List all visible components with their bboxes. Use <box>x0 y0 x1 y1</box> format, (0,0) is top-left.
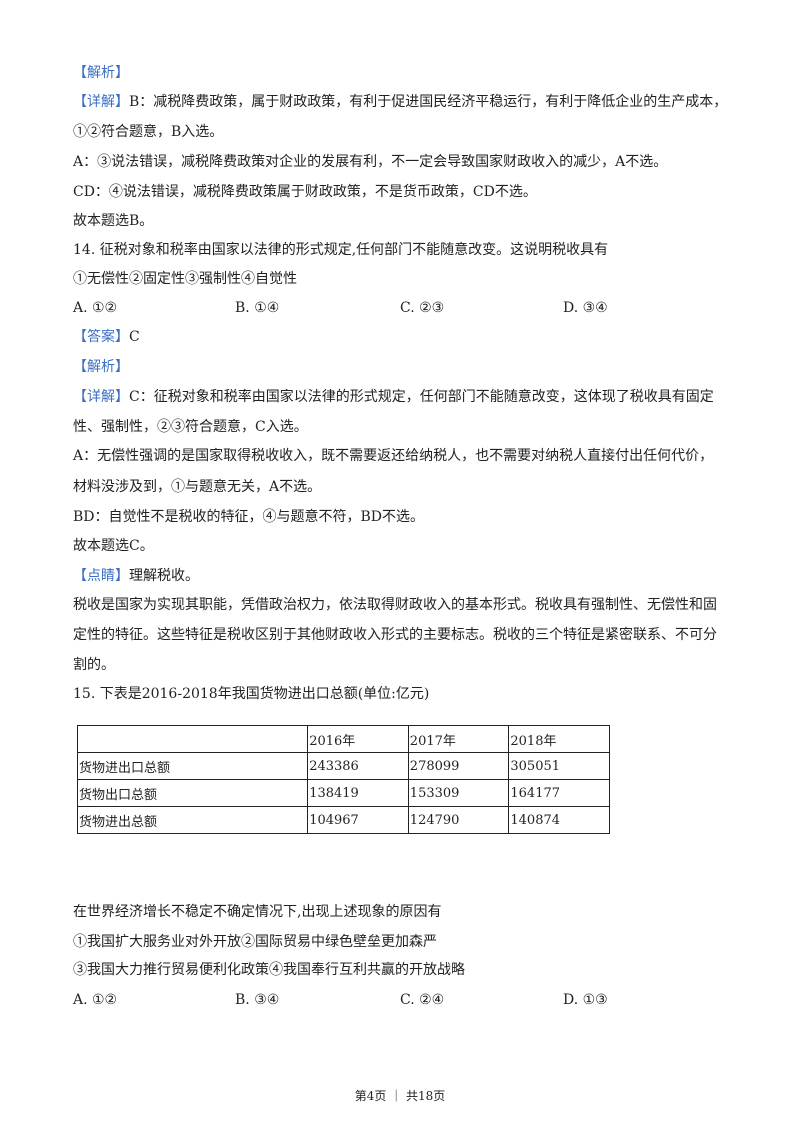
table-cell: 2017年 <box>407 725 510 753</box>
line-text: CD：④说法错误，减税降费政策属于财政政策，不是货币政策，CD不选。 <box>73 184 537 200</box>
line-text: 割的。 <box>73 657 115 673</box>
text-line: 【解析】 <box>73 64 129 82</box>
text-line: 【答案】C <box>73 328 140 346</box>
table-cell: 2018年 <box>508 725 610 753</box>
text-line: 割的。 <box>73 656 115 674</box>
section-label: 【详解】 <box>73 94 129 110</box>
line-text: 税收是国家为实现其职能，凭借政治权力，依法取得财政收入的基本形式。税收具有强制性… <box>73 597 717 613</box>
table-cell: 124790 <box>407 806 510 834</box>
text-line: 15. 下表是2016-2018年我国货物进出口总额(单位:亿元) <box>73 685 429 703</box>
line-text: C：征税对象和税率由国家以法律的形式规定，任何部门不能随意改变，这体现了税收具有… <box>129 389 714 405</box>
table-cell: 138419 <box>307 779 409 807</box>
text-line: 定性的特征。这些特征是税收区别于其他财政收入形式的主要标志。税收的三个特征是紧密… <box>73 626 717 644</box>
option-b: B. ①④ <box>235 300 280 316</box>
table-cell: 140874 <box>508 806 610 834</box>
table-cell: 104967 <box>307 806 409 834</box>
text-line: ③我国大力推行贸易便利化政策④我国奉行互利共赢的开放战略 <box>73 961 465 979</box>
table-cell: 243386 <box>307 752 409 780</box>
section-label: 【答案】 <box>73 329 129 345</box>
text-line: CD：④说法错误，减税降费政策属于财政政策，不是货币政策，CD不选。 <box>73 183 537 201</box>
table-cell: 货物出口总额 <box>76 779 309 807</box>
line-text: ①我国扩大服务业对外开放②国际贸易中绿色壁垒更加森严 <box>73 934 437 950</box>
text-line: 性、强制性，②③符合题意，C入选。 <box>73 418 308 436</box>
line-text: A：③说法错误，减税降费政策对企业的发展有利，不一定会导致国家财政收入的减少，A… <box>73 154 668 170</box>
line-text: 故本题选B。 <box>73 213 154 229</box>
page-footer: 第4页 ｜ 共18页 <box>354 1089 446 1103</box>
line-text: 在世界经济增长不稳定不确定情况下,出现上述现象的原因有 <box>73 904 442 920</box>
trade-table: 2016年 2017年 2018年 货物进出口总额 243386 278099 … <box>76 725 610 834</box>
option-a: A. ①② <box>73 992 118 1008</box>
text-line: A：③说法错误，减税降费政策对企业的发展有利，不一定会导致国家财政收入的减少，A… <box>73 153 667 171</box>
line-text: 定性的特征。这些特征是税收区别于其他财政收入形式的主要标志。税收的三个特征是紧密… <box>73 627 717 643</box>
table-cell: 278099 <box>407 752 510 780</box>
section-label: 【解析】 <box>73 359 129 375</box>
line-text: 性、强制性，②③符合题意，C入选。 <box>73 419 308 435</box>
text-line: 【详解】B：减税降费政策，属于财政政策，有利于促进国民经济平稳运行，有利于降低企… <box>73 93 727 111</box>
text-line: 故本题选B。 <box>73 212 153 230</box>
table-row: 货物进出口总额 243386 278099 305051 <box>76 752 610 780</box>
text-line: A：无偿性强调的是国家取得税收收入，既不需要返还给纳税人，也不需要对纳税人直接付… <box>73 447 713 465</box>
table-cell: 153309 <box>407 779 510 807</box>
line-text: A：无偿性强调的是国家取得税收收入，既不需要返还给纳税人，也不需要对纳税人直接付… <box>73 448 714 464</box>
table-row: 货物出口总额 138419 153309 164177 <box>76 779 610 807</box>
table-cell: 305051 <box>508 752 610 780</box>
option-d: D. ①③ <box>563 992 608 1008</box>
text-line: 税收是国家为实现其职能，凭借政治权力，依法取得财政收入的基本形式。税收具有强制性… <box>73 596 717 614</box>
table-cell <box>76 725 309 753</box>
section-label: 【详解】 <box>73 389 129 405</box>
line-text: C <box>129 329 140 345</box>
text-line: 故本题选C。 <box>73 537 154 555</box>
line-text: ①无偿性②固定性③强制性④自觉性 <box>73 271 297 287</box>
section-label: 【点睛】 <box>73 568 129 584</box>
line-text: 15. 下表是2016-2018年我国货物进出口总额(单位:亿元) <box>73 686 430 702</box>
table-cell: 货物进出口总额 <box>76 752 309 780</box>
section-label: 【解析】 <box>73 65 129 81</box>
text-line: 【详解】C：征税对象和税率由国家以法律的形式规定，任何部门不能随意改变，这体现了… <box>73 388 714 406</box>
option-c: C. ②③ <box>400 300 445 316</box>
line-text: 理解税收。 <box>129 568 199 584</box>
option-a: A. ①② <box>73 300 118 316</box>
table-cell: 货物进出总额 <box>76 806 309 834</box>
line-text: BD：自觉性不是税收的特征，④与题意不符，BD不选。 <box>73 509 425 525</box>
line-text: 14. 征税对象和税率由国家以法律的形式规定,任何部门不能随意改变。这说明税收具… <box>73 242 609 258</box>
text-line: 【解析】 <box>73 358 129 376</box>
text-line: 14. 征税对象和税率由国家以法律的形式规定,任何部门不能随意改变。这说明税收具… <box>73 241 608 259</box>
text-line: BD：自觉性不是税收的特征，④与题意不符，BD不选。 <box>73 508 424 526</box>
option-c: C. ②④ <box>400 992 445 1008</box>
line-text: 材料没涉及到，①与题意无关，A不选。 <box>73 479 322 495</box>
line-text: 故本题选C。 <box>73 538 154 554</box>
text-line: 在世界经济增长不稳定不确定情况下,出现上述现象的原因有 <box>73 903 441 921</box>
table-header-row: 2016年 2017年 2018年 <box>76 725 610 753</box>
text-line: 【点睛】理解税收。 <box>73 567 199 585</box>
table-cell: 164177 <box>508 779 610 807</box>
table-cell: 2016年 <box>307 725 409 753</box>
option-d: D. ③④ <box>563 300 608 316</box>
line-text: B：减税降费政策，属于财政政策，有利于促进国民经济平稳运行，有利于降低企业的生产… <box>129 94 728 110</box>
line-text: ③我国大力推行贸易便利化政策④我国奉行互利共赢的开放战略 <box>73 962 465 978</box>
text-line: 材料没涉及到，①与题意无关，A不选。 <box>73 478 321 496</box>
option-b: B. ③④ <box>235 992 280 1008</box>
table-row: 货物进出总额 104967 124790 140874 <box>76 806 610 834</box>
line-text: ①②符合题意，B入选。 <box>73 124 224 140</box>
text-line: ①我国扩大服务业对外开放②国际贸易中绿色壁垒更加森严 <box>73 933 437 951</box>
text-line: ①无偿性②固定性③强制性④自觉性 <box>73 270 297 288</box>
text-line: ①②符合题意，B入选。 <box>73 123 223 141</box>
